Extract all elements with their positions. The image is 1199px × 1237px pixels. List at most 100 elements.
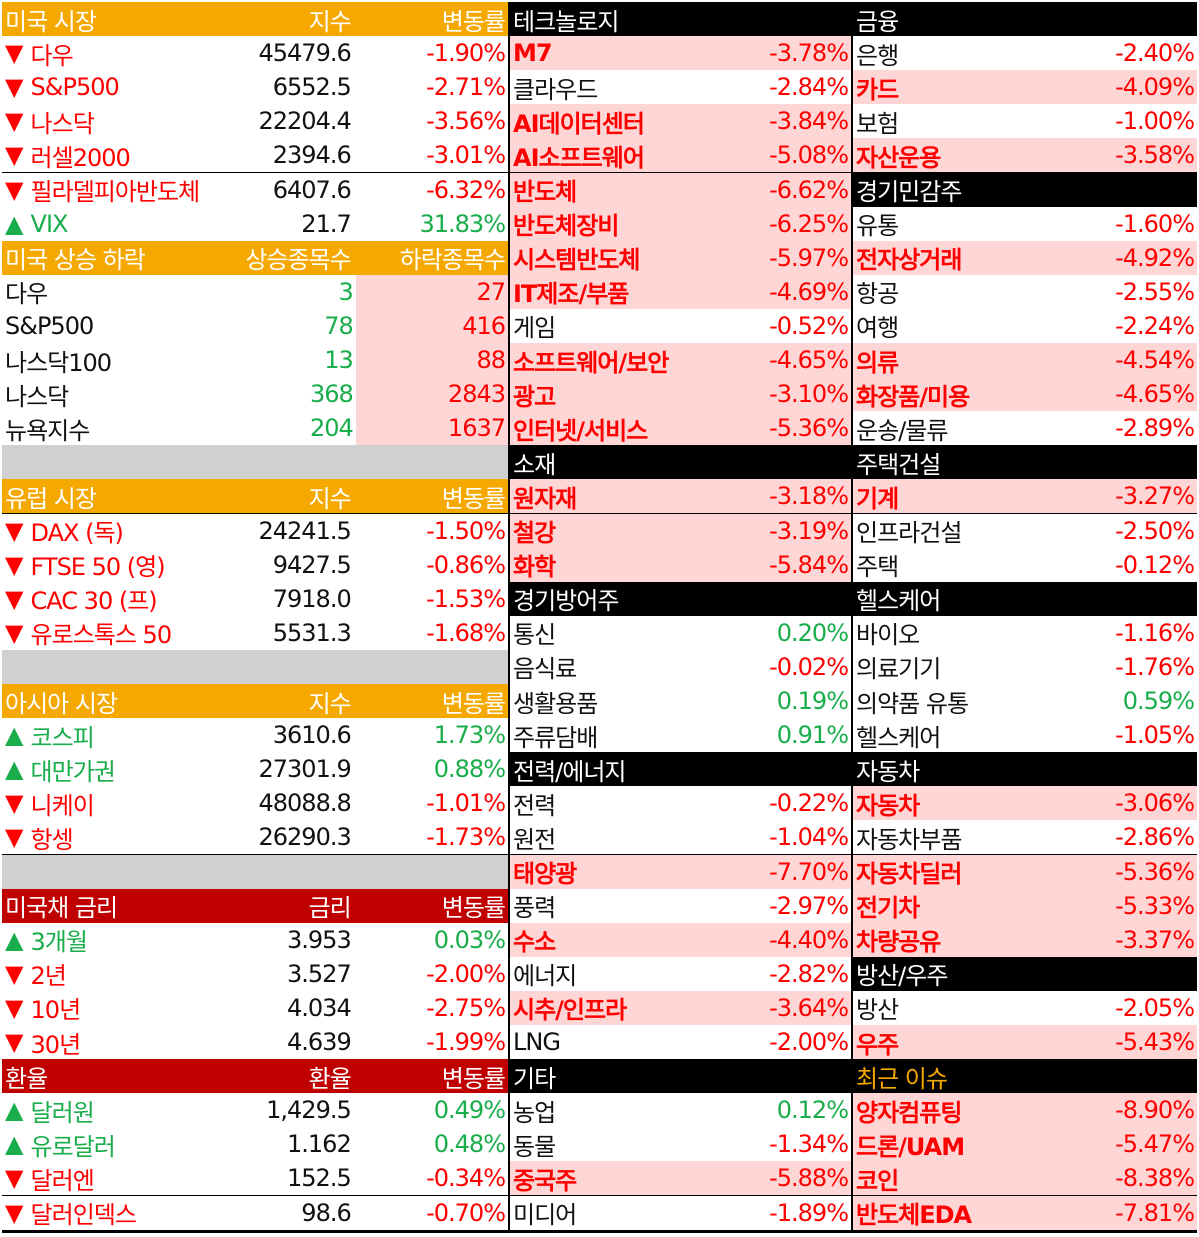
sector-name: 은행 bbox=[856, 41, 899, 70]
sector-row: 유통 -1.60% bbox=[853, 206, 1197, 241]
up-arrow-icon: ▲ bbox=[5, 755, 23, 784]
europe-change: -1.68% bbox=[426, 618, 506, 647]
sector-name: AI데이터센터 bbox=[513, 109, 645, 138]
us-breadth-up-count: 204 bbox=[309, 414, 354, 443]
sector-change: -4.65% bbox=[1115, 380, 1195, 409]
sector-change: -5.97% bbox=[769, 243, 849, 272]
sector-name: 항공 bbox=[856, 280, 899, 309]
us-breadth-name: 나스닥100 bbox=[5, 348, 112, 377]
sector-name: 에너지 bbox=[513, 962, 577, 991]
us-market-name: 다우 bbox=[30, 41, 74, 70]
sector-name: 반도체 bbox=[513, 178, 577, 206]
sector-name: 카드 bbox=[856, 75, 899, 104]
sector-name: 시추/인프라 bbox=[513, 996, 627, 1025]
asia-name: 코스피 bbox=[30, 723, 95, 752]
sector-change: -3.18% bbox=[769, 482, 849, 511]
sector-name: 바이오 bbox=[856, 621, 920, 650]
down-arrow-icon: ▼ bbox=[5, 1198, 23, 1227]
sector-name: 코인 bbox=[856, 1166, 899, 1195]
fx-change: 0.48% bbox=[433, 1130, 506, 1159]
sector-change: -0.12% bbox=[1115, 550, 1195, 579]
europe-row: ▼ CAC 30 (프) 7918.0 -1.53% bbox=[2, 581, 508, 616]
sector-row: 방산 -2.05% bbox=[853, 990, 1197, 1025]
separator-1 bbox=[2, 445, 508, 480]
sector-name: 인터넷/서비스 bbox=[513, 416, 648, 445]
sector-row: 전력 -0.22% bbox=[510, 786, 851, 821]
mid-group-header: 테크놀로지 bbox=[510, 2, 851, 36]
bonds-name: 10년 bbox=[30, 996, 82, 1025]
europe-value: 24241.5 bbox=[258, 516, 351, 545]
asia-change: 1.73% bbox=[433, 721, 506, 750]
sector-name: 미디어 bbox=[513, 1201, 577, 1229]
europe-name: FTSE 50 (영) bbox=[30, 553, 166, 582]
sector-row: 농업 0.12% bbox=[510, 1093, 851, 1128]
sector-change: 0.19% bbox=[776, 687, 849, 715]
us-market-value: 45479.6 bbox=[258, 39, 351, 68]
sector-name: LNG bbox=[513, 1028, 561, 1056]
sector-name: 광고 bbox=[513, 382, 556, 411]
europe-change: -0.86% bbox=[426, 550, 506, 579]
sector-group-title: 헬스케어 bbox=[856, 587, 941, 616]
europe-title: 유럽 시장 bbox=[5, 484, 97, 513]
sector-name: 전력 bbox=[513, 791, 556, 820]
fx-row: ▲ 달러원 1,429.5 0.49% bbox=[2, 1093, 508, 1128]
bonds-change: 0.03% bbox=[433, 925, 506, 954]
sector-change: -3.06% bbox=[1115, 789, 1195, 818]
europe-name: CAC 30 (프) bbox=[30, 587, 158, 616]
sector-change: -1.05% bbox=[1115, 721, 1195, 750]
down-arrow-icon: ▼ bbox=[5, 516, 23, 545]
sector-name: M7 bbox=[513, 39, 553, 68]
sector-row: 드론/UAM -5.47% bbox=[853, 1127, 1197, 1162]
sector-name: 중국주 bbox=[513, 1166, 577, 1195]
sector-name: 자산운용 bbox=[856, 143, 941, 172]
us-market-name: S&P500 bbox=[30, 73, 120, 102]
sector-change: -5.47% bbox=[1115, 1130, 1195, 1159]
sector-change: 0.12% bbox=[776, 1096, 849, 1125]
us-market-header: 미국 시장 지수 변동률 bbox=[2, 2, 508, 36]
fx-name: 달러인덱스 bbox=[30, 1201, 137, 1229]
asia-row: ▲ 대만가권 27301.9 0.88% bbox=[2, 752, 508, 787]
asia-value: 3610.6 bbox=[272, 721, 352, 750]
fx-value: 1,429.5 bbox=[266, 1096, 352, 1125]
sector-name: 우주 bbox=[856, 1030, 899, 1059]
sector-row: 바이오 -1.16% bbox=[853, 615, 1197, 650]
sector-row: 광고 -3.10% bbox=[510, 377, 851, 412]
us-breadth-name: S&P500 bbox=[5, 311, 94, 340]
sector-name: 자동차딜러 bbox=[856, 860, 962, 888]
sector-group-title: 소재 bbox=[513, 450, 556, 479]
sector-row: 헬스케어 -1.05% bbox=[853, 718, 1197, 753]
us-breadth-title: 미국 상승 하락 bbox=[5, 246, 146, 275]
europe-name: 유로스톡스 50 bbox=[30, 621, 173, 650]
bonds-value: 3.953 bbox=[287, 925, 352, 954]
sector-row: 화학 -5.84% bbox=[510, 547, 851, 582]
down-arrow-icon: ▼ bbox=[5, 823, 23, 852]
right-group-header: 최근 이슈 bbox=[853, 1059, 1197, 1094]
us-breadth-down-count: 88 bbox=[355, 343, 508, 377]
sector-name: 의류 bbox=[856, 348, 899, 377]
sector-change: -1.04% bbox=[769, 823, 849, 852]
sector-change: -1.16% bbox=[1115, 618, 1195, 647]
sector-row: 보험 -1.00% bbox=[853, 104, 1197, 139]
sector-row: 동물 -1.34% bbox=[510, 1127, 851, 1162]
asia-change: -1.01% bbox=[426, 789, 506, 818]
sector-change: -3.78% bbox=[769, 39, 849, 68]
sector-change: -2.82% bbox=[769, 959, 849, 988]
us-breadth-col-up: 상승종목수 bbox=[245, 246, 351, 275]
sector-row: 기계 -3.27% bbox=[853, 479, 1197, 514]
asia-row: ▲ 코스피 3610.6 1.73% bbox=[2, 718, 508, 753]
sector-name: 운송/물류 bbox=[856, 416, 948, 445]
sector-name: 여행 bbox=[856, 314, 899, 343]
asia-header: 아시아 시장 지수 변동률 bbox=[2, 684, 508, 718]
sector-name: 원전 bbox=[513, 825, 556, 854]
us-market-col-change: 변동률 bbox=[441, 7, 506, 36]
sector-change: -4.69% bbox=[769, 277, 849, 306]
fx-col-change: 변동률 bbox=[441, 1064, 506, 1093]
us-breadth-up-count: 368 bbox=[309, 380, 354, 409]
bonds-col-change: 변동률 bbox=[441, 894, 506, 923]
sector-change: -3.27% bbox=[1115, 482, 1195, 511]
down-arrow-icon: ▼ bbox=[5, 1164, 23, 1193]
sector-name: 헬스케어 bbox=[856, 723, 941, 752]
bonds-row: ▼ 10년 4.034 -2.75% bbox=[2, 990, 508, 1025]
sector-name: 주류담배 bbox=[513, 723, 598, 752]
